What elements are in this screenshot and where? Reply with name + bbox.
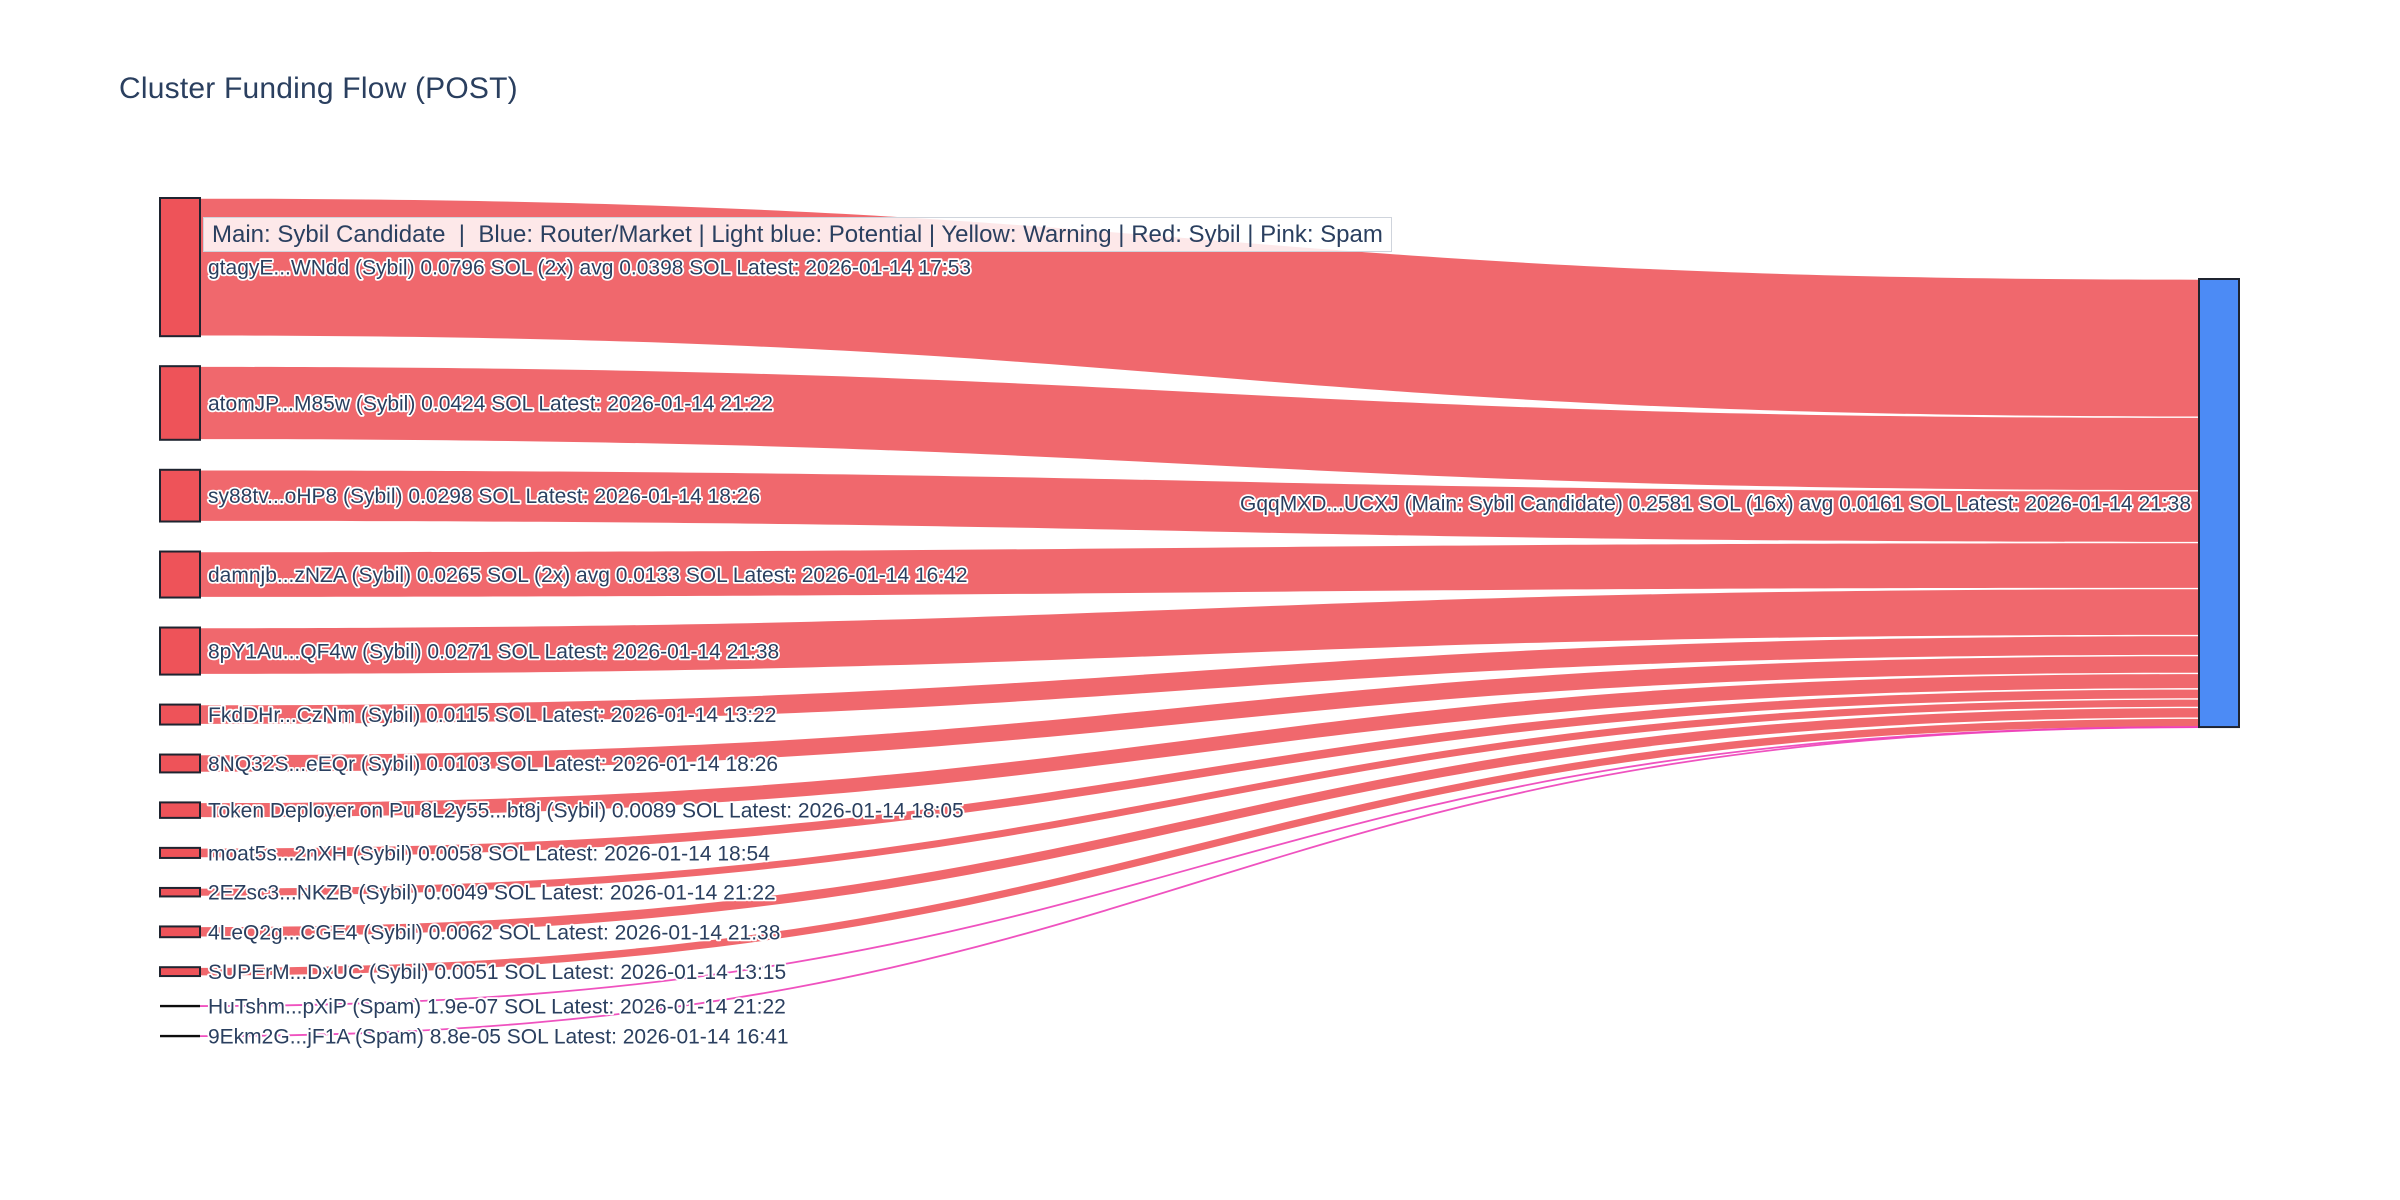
- source-node-label: atomJP...M85w (Sybil) 0.0424 SOL Latest:…: [208, 392, 773, 415]
- source-node[interactable]: [159, 365, 201, 441]
- sankey-link[interactable]: [200, 656, 2199, 772]
- sankey-link[interactable]: [200, 198, 2199, 417]
- sankey-link[interactable]: [200, 718, 2199, 976]
- source-node[interactable]: [159, 197, 201, 338]
- target-node-label: GqqMXD...UCXJ (Main: Sybil Candidate) 0.…: [1240, 493, 2191, 516]
- source-node[interactable]: [159, 468, 201, 523]
- sankey-link[interactable]: [200, 699, 2199, 896]
- sankey-link[interactable]: [200, 636, 2199, 724]
- source-node[interactable]: [159, 550, 201, 599]
- sankey-link[interactable]: [200, 708, 2199, 937]
- source-node[interactable]: [159, 966, 201, 978]
- sankey-link[interactable]: [199, 726, 2200, 1007]
- source-node-label: 2EZsc3...NKZB (Sybil) 0.0049 SOL Latest:…: [208, 882, 776, 905]
- legend-annotation: Main: Sybil Candidate | Blue: Router/Mar…: [203, 217, 1392, 252]
- source-node-label: SUPErM...DxUC (Sybil) 0.0051 SOL Latest:…: [208, 961, 786, 984]
- source-node[interactable]: [159, 801, 201, 819]
- source-node[interactable]: [159, 846, 201, 859]
- nodes-layer: [159, 197, 2240, 1038]
- target-node[interactable]: [2198, 278, 2240, 729]
- sankey-link[interactable]: [200, 470, 2199, 542]
- source-node-label: gtagyE...WNdd (Sybil) 0.0796 SOL (2x) av…: [208, 257, 971, 280]
- source-node-label: 8pY1Au...QF4w (Sybil) 0.0271 SOL Latest:…: [208, 641, 779, 664]
- sankey-link[interactable]: [200, 674, 2199, 818]
- source-node-label: FkdDHr...CzNm (Sybil) 0.0115 SOL Latest:…: [208, 704, 776, 727]
- source-node-label: 9Ekm2G...jF1A (Spam) 8.8e-05 SOL Latest:…: [208, 1026, 789, 1049]
- source-node[interactable]: [159, 703, 201, 726]
- source-node[interactable]: [159, 626, 201, 676]
- source-node[interactable]: [159, 753, 201, 774]
- links-layer: [199, 198, 2200, 1038]
- source-node-label: HuTshm...pXiP (Spam) 1.9e-07 SOL Latest:…: [208, 996, 786, 1019]
- sankey-link[interactable]: [200, 689, 2199, 858]
- source-node-label: sy88tv...oHP8 (Sybil) 0.0298 SOL Latest:…: [208, 485, 760, 508]
- source-node-label: 8NQ32S...eEQr (Sybil) 0.0103 SOL Latest:…: [208, 753, 778, 776]
- source-node-label: Token Deployer on Pu 8L2y55...bt8j (Sybi…: [208, 800, 964, 823]
- labels-layer: gtagyE...WNdd (Sybil) 0.0796 SOL (2x) av…: [206, 255, 2193, 1051]
- source-node[interactable]: [159, 886, 201, 898]
- source-node-label: moat5s...2nXH (Sybil) 0.0058 SOL Latest:…: [208, 842, 770, 865]
- sankey-link[interactable]: [200, 543, 2199, 597]
- sankey-link[interactable]: [199, 726, 2200, 1038]
- source-node[interactable]: [159, 925, 201, 939]
- source-node-label: damnjb...zNZA (Sybil) 0.0265 SOL (2x) av…: [208, 564, 968, 587]
- source-node-label: 4LeQ2g...CGE4 (Sybil) 0.0062 SOL Latest:…: [208, 921, 780, 944]
- sankey-link[interactable]: [200, 589, 2199, 674]
- chart-title: Cluster Funding Flow (POST): [119, 72, 518, 105]
- sankey-link[interactable]: [200, 366, 2199, 491]
